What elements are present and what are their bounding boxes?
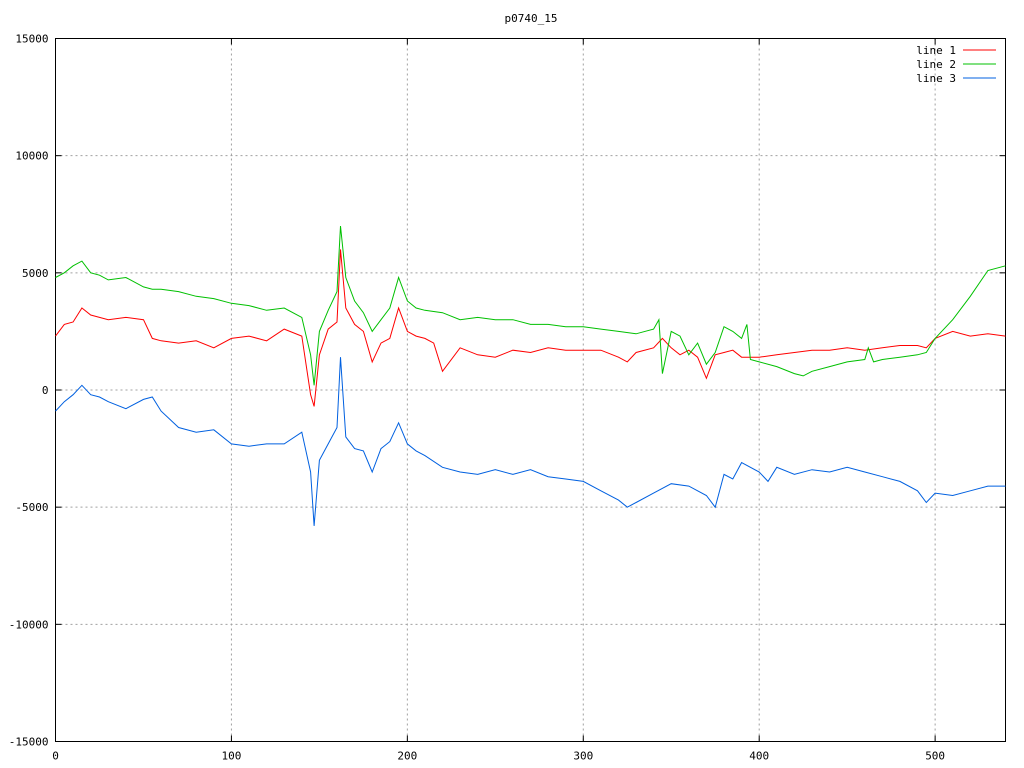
legend-label-3: line 3 — [916, 72, 956, 85]
y-tick-label: 10000 — [15, 150, 48, 163]
y-tick-label: -15000 — [9, 736, 49, 749]
grid-layer — [55, 38, 1006, 742]
y-tick-label: 0 — [42, 384, 49, 397]
x-tick-label: 500 — [925, 750, 945, 763]
legend-label-2: line 2 — [916, 58, 956, 71]
series-line-1 — [55, 249, 1006, 407]
y-tick-label: 5000 — [22, 267, 49, 280]
y-tick-label: -10000 — [9, 618, 49, 631]
x-tick-label: 200 — [397, 750, 417, 763]
y-tick-label: -5000 — [15, 501, 48, 514]
series-line-3 — [55, 357, 1006, 526]
y-tick-label: 15000 — [15, 33, 48, 46]
x-tick-label: 0 — [52, 750, 59, 763]
chart-title: p0740_15 — [505, 12, 558, 25]
x-tick-label: 400 — [749, 750, 769, 763]
x-tick-label: 300 — [573, 750, 593, 763]
axis-ticks: -15000 -10000 -5000 0 5000 10000 15000 0 100 200 3… — [9, 33, 1006, 763]
series-layer — [55, 225, 1006, 526]
legend-label-1: line 1 — [916, 44, 956, 57]
x-tick-label: 100 — [221, 750, 241, 763]
series-line-2 — [55, 225, 1006, 386]
